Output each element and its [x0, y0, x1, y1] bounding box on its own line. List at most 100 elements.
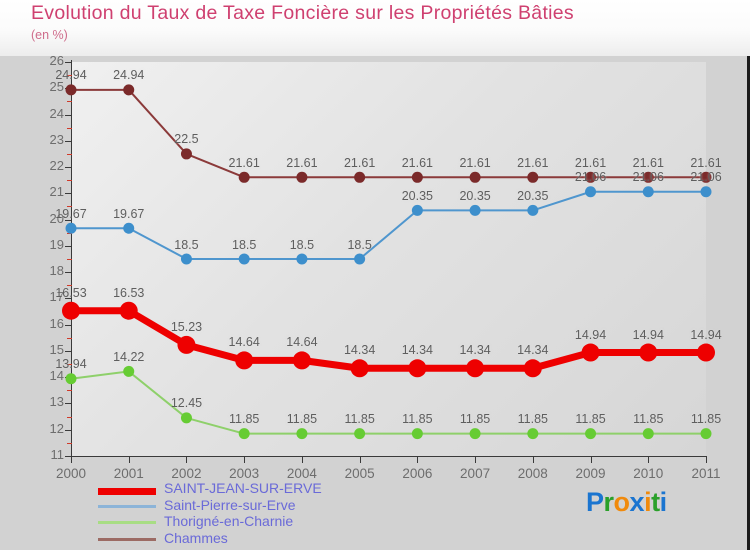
y-tick — [65, 324, 72, 326]
data-point-label: 24.94 — [55, 68, 87, 83]
legend-swatch — [98, 488, 156, 495]
x-tick — [648, 456, 650, 463]
data-point-label: 14.94 — [574, 327, 607, 342]
data-point — [180, 412, 192, 424]
y-tick — [65, 193, 72, 195]
x-tick-label: 2005 — [344, 466, 375, 481]
data-point — [354, 428, 366, 440]
y-tick-label: 20 — [49, 210, 64, 226]
x-tick — [359, 456, 361, 463]
legend-item[interactable]: Saint-Pierre-sur-Erve — [98, 497, 518, 516]
data-point — [350, 359, 369, 378]
data-point-label: 11.85 — [459, 412, 491, 427]
data-point — [62, 301, 80, 320]
y-tick — [65, 140, 72, 142]
data-point-label: 14.34 — [401, 343, 433, 358]
data-point-label: 21.61 — [228, 155, 260, 170]
data-point — [697, 343, 715, 362]
data-point — [119, 301, 138, 320]
legend-item[interactable]: Chammes — [98, 529, 518, 549]
legend-swatch — [98, 521, 156, 524]
y-tick-label: 19 — [49, 236, 64, 252]
plot-area: 11 12 13 14 15 16 17 18 19 20 21 22 23 24 25 26 2000 200… — [0, 53, 750, 550]
data-point — [411, 428, 423, 440]
data-point-label: 21.61 — [517, 155, 549, 170]
data-point-label: 12.45 — [170, 396, 203, 411]
legend-item[interactable]: Thorigné-en-Charnie — [98, 513, 518, 532]
data-point — [354, 253, 366, 265]
y-axis-labels: 11 12 13 14 15 16 17 18 19 20 21 22 23 24 25 26 — [0, 53, 65, 466]
x-tick — [186, 456, 188, 463]
data-point-label: 18.5 — [174, 237, 199, 252]
y-tick-label: 11 — [50, 447, 65, 462]
data-point — [123, 84, 135, 96]
x-tick-label: 2007 — [460, 466, 491, 481]
data-point-label: 14.94 — [632, 327, 664, 342]
data-point-label: 20.35 — [401, 188, 433, 203]
proxiti-logo: Proxiti — [586, 487, 667, 518]
x-tick-label: 2004 — [286, 466, 317, 481]
y-tick-label: 25 — [49, 79, 64, 95]
legend-swatch — [98, 504, 156, 508]
data-point — [642, 171, 654, 183]
data-point-label: 22.5 — [174, 132, 199, 147]
data-point — [642, 428, 654, 440]
data-point — [469, 204, 481, 216]
data-point — [65, 222, 77, 234]
data-point-label: 16.53 — [113, 285, 145, 300]
data-point-label: 21.61 — [690, 155, 722, 170]
data-point-label: 11.85 — [286, 412, 318, 427]
data-point — [296, 253, 308, 265]
data-point-label: 21.61 — [459, 155, 491, 170]
x-axis-line — [71, 456, 707, 457]
data-point — [123, 222, 135, 234]
page-subtitle: (en %) — [31, 28, 68, 42]
data-point — [65, 84, 77, 96]
y-tick-label: 15 — [49, 341, 64, 357]
y-tick-label: 17 — [49, 289, 64, 305]
series-lines — [62, 84, 715, 440]
legend-label: Chammes — [164, 529, 228, 546]
data-point — [123, 365, 135, 377]
y-tick-minor — [67, 206, 72, 208]
data-point — [469, 171, 481, 183]
data-point — [581, 343, 600, 362]
data-point-label: 14.34 — [517, 343, 549, 358]
page-title: Evolution du Taux de Taxe Foncière sur l… — [31, 2, 574, 24]
y-tick — [65, 245, 72, 247]
x-tick — [706, 456, 707, 463]
x-tick — [244, 456, 246, 463]
y-tick-label: 21 — [49, 184, 64, 200]
data-point-label: 11.85 — [344, 412, 375, 427]
data-point-label: 15.23 — [170, 319, 203, 334]
data-point-label: 11.85 — [228, 412, 260, 427]
data-point — [527, 204, 539, 216]
logo-letter: o — [613, 487, 631, 517]
data-point-label: 11.85 — [575, 412, 606, 427]
x-tick — [128, 456, 130, 463]
x-tick-label: 2003 — [229, 466, 260, 481]
series-line — [70, 190, 707, 260]
y-tick — [65, 114, 72, 116]
data-point — [180, 253, 192, 265]
y-tick — [65, 219, 72, 221]
data-point — [408, 359, 427, 378]
data-point — [700, 428, 712, 440]
x-tick-label: 2002 — [171, 466, 202, 481]
data-point — [469, 428, 481, 440]
y-tick — [65, 456, 72, 457]
data-point-label: 14.64 — [228, 335, 260, 350]
data-point-label: 16.53 — [55, 285, 87, 300]
y-tick — [65, 167, 72, 169]
data-point-label: 14.34 — [459, 343, 491, 358]
data-point-label: 21.61 — [286, 155, 318, 170]
logo-letter: x — [629, 487, 645, 517]
series-line — [70, 88, 707, 179]
data-point-label: 19.67 — [55, 206, 87, 221]
x-tick-label: 2011 — [691, 466, 721, 481]
x-tick — [590, 456, 592, 463]
data-point-label: 24.94 — [113, 68, 145, 83]
data-point-label: 21.61 — [632, 155, 664, 170]
legend-item[interactable]: SAINT-JEAN-SUR-ERVE — [98, 480, 518, 499]
